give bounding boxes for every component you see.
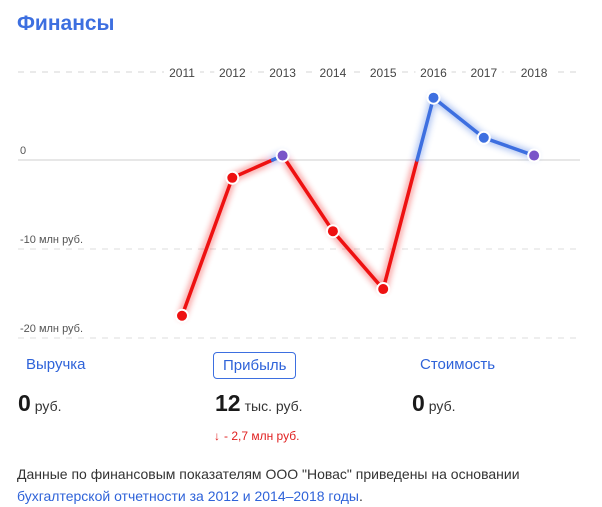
series-line-segment — [230, 158, 275, 180]
profit-unit: тыс. руб. — [244, 398, 303, 414]
series-line-segment — [482, 136, 536, 158]
series-line-segment — [331, 229, 385, 291]
accounting-report-link[interactable]: бухгалтерской отчетности за 2012 и 2014–… — [17, 488, 359, 504]
data-point[interactable] — [175, 308, 189, 323]
value-metric: 0 руб. — [412, 390, 456, 417]
profit-metric: 12 тыс. руб. — [215, 390, 303, 417]
x-tick-label: 2012 — [219, 66, 246, 80]
x-tick-label: 2017 — [470, 66, 497, 80]
x-tick-label: 2013 — [269, 66, 296, 80]
x-tick-label: 2014 — [320, 66, 347, 80]
tab-revenue[interactable]: Выручка — [26, 356, 86, 373]
revenue-metric: 0 руб. — [18, 390, 62, 417]
revenue-value: 0 — [18, 390, 31, 416]
data-point[interactable] — [325, 224, 340, 239]
x-tick-label: 2016 — [420, 66, 447, 80]
profit-change-text: - 2,7 млн руб. — [224, 429, 300, 443]
data-point[interactable] — [225, 170, 240, 185]
series-line-segment — [431, 95, 486, 140]
company-value-unit: руб. — [428, 398, 456, 414]
x-tick-label: 2015 — [370, 66, 397, 80]
company-value-value: 0 — [412, 390, 425, 416]
note-text: Данные по финансовым показателям ООО "Но… — [17, 466, 520, 482]
data-point[interactable] — [275, 148, 290, 163]
x-tick-bg — [214, 62, 251, 80]
profit-value: 12 — [215, 390, 241, 416]
x-tick-label: 2011 — [169, 66, 195, 80]
x-tick-label: 2018 — [521, 66, 548, 80]
y-tick-label: -10 млн руб. — [20, 234, 83, 246]
series-line-segment — [381, 158, 419, 291]
series-line-segment — [415, 95, 436, 162]
x-tick-bg — [465, 62, 502, 80]
profit-change: ↓ - 2,7 млн руб. — [214, 429, 299, 443]
x-tick-bg — [164, 62, 200, 80]
x-tick-bg — [415, 62, 452, 80]
tab-value[interactable]: Стоимость — [420, 356, 496, 373]
data-point[interactable] — [426, 90, 441, 105]
series-line-segment — [283, 158, 335, 233]
data-point[interactable] — [376, 282, 391, 297]
data-point[interactable] — [527, 148, 542, 163]
tab-profit[interactable]: Прибыль — [213, 352, 297, 379]
y-tick-label: -20 млн руб. — [20, 323, 83, 335]
profit-line-chart: 2011 2012 2013 2014 2015 2016 2017 2018 0 -10 млн… — [18, 62, 580, 339]
data-source-note: Данные по финансовым показателям ООО "Но… — [17, 463, 592, 507]
metric-tabs: Выручка Прибыль Стоимость — [0, 352, 602, 382]
section-title: Финансы — [17, 12, 115, 35]
revenue-unit: руб. — [34, 398, 62, 414]
x-tick-bg — [365, 62, 402, 80]
x-tick-bg — [516, 62, 553, 80]
arrow-down-icon: ↓ — [214, 429, 220, 443]
x-tick-bg — [264, 62, 301, 80]
series-line-segment — [180, 176, 235, 318]
y-tick-label: 0 — [20, 145, 26, 157]
note-suffix: . — [358, 488, 363, 504]
x-tick-bg — [314, 62, 351, 80]
data-point[interactable] — [476, 130, 491, 145]
